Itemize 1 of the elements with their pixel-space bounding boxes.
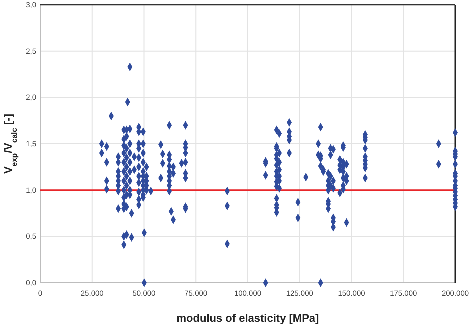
x-axis-title: modulus of elasticity [MPa] xyxy=(176,313,320,325)
